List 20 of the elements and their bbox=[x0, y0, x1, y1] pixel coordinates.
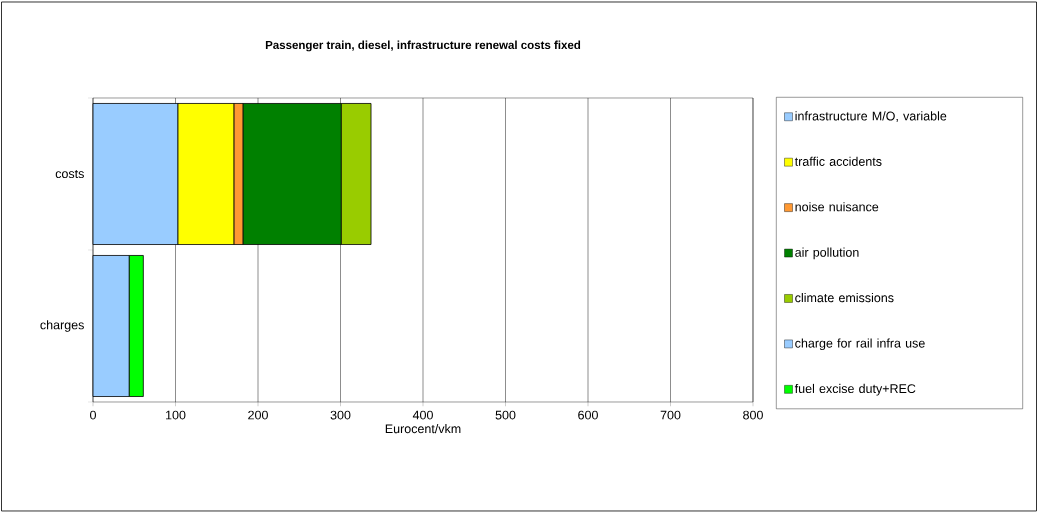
x-tick-label: 200 bbox=[248, 410, 268, 420]
x-axis-title: Eurocent/vkm bbox=[385, 424, 461, 434]
y-tick-label: costs bbox=[55, 169, 84, 179]
x-tick-label: 0 bbox=[90, 410, 96, 420]
legend-label: traffic accidents bbox=[794, 156, 882, 166]
x-tick-label: 800 bbox=[743, 410, 763, 420]
legend-label: fuel excise duty+REC bbox=[794, 383, 916, 396]
legend-label: climate emissions bbox=[795, 293, 894, 303]
legend-label: charge for rail infra use bbox=[795, 338, 925, 351]
chart-title: Passenger train, diesel, infrastructure renewal costs fixed bbox=[265, 40, 581, 52]
x-tick-label: 600 bbox=[578, 410, 598, 420]
x-tick-label: 500 bbox=[495, 410, 516, 420]
legend-label: infrastructure M/O, variable bbox=[795, 111, 947, 122]
x-tick-label: 100 bbox=[166, 410, 186, 420]
legend-label: air pollution bbox=[795, 247, 859, 260]
legend-label: noise nuisance bbox=[795, 202, 879, 212]
y-tick-label: charges bbox=[40, 320, 84, 332]
x-tick-label: 400 bbox=[412, 410, 433, 420]
x-tick-label: 300 bbox=[330, 410, 351, 420]
x-tick-label: 700 bbox=[660, 410, 681, 420]
